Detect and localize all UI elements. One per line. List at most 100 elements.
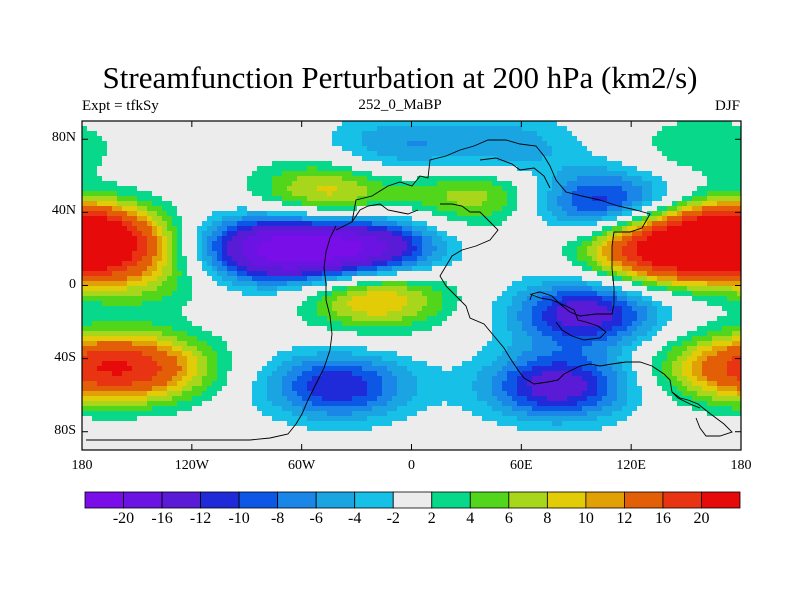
field-cell bbox=[397, 136, 403, 142]
field-cell bbox=[432, 291, 438, 297]
field-cell bbox=[297, 131, 303, 137]
field-cell bbox=[377, 276, 383, 282]
field-cell bbox=[122, 396, 128, 402]
field-cell bbox=[207, 356, 213, 362]
field-cell bbox=[187, 261, 193, 267]
field-cell bbox=[137, 136, 143, 142]
field-cell bbox=[437, 316, 443, 322]
field-cell bbox=[297, 156, 303, 162]
field-cell bbox=[252, 271, 258, 277]
field-cell bbox=[282, 281, 288, 287]
field-cell bbox=[387, 411, 393, 417]
field-cell bbox=[387, 186, 393, 192]
field-cell bbox=[392, 361, 398, 367]
field-cell bbox=[242, 181, 248, 187]
field-cell bbox=[82, 341, 88, 347]
field-cell bbox=[242, 341, 248, 347]
field-cell bbox=[92, 391, 98, 397]
field-cell bbox=[312, 221, 318, 227]
field-cell bbox=[222, 161, 228, 167]
field-cell bbox=[117, 411, 123, 417]
field-cell bbox=[292, 426, 298, 432]
field-cell bbox=[207, 161, 213, 167]
field-cell bbox=[242, 191, 248, 197]
field-cell bbox=[202, 296, 208, 302]
field-cell bbox=[422, 186, 428, 192]
field-cell bbox=[307, 401, 313, 407]
field-cell bbox=[162, 146, 168, 152]
field-cell bbox=[237, 251, 243, 257]
field-cell bbox=[442, 436, 448, 442]
field-cell bbox=[212, 361, 218, 367]
field-cell bbox=[147, 271, 153, 277]
field-cell bbox=[87, 251, 93, 257]
field-cell bbox=[102, 426, 108, 432]
field-cell bbox=[192, 126, 198, 132]
field-cell bbox=[312, 406, 318, 412]
field-cell bbox=[87, 236, 93, 242]
field-cell bbox=[317, 371, 323, 377]
field-cell bbox=[297, 321, 303, 327]
field-cell bbox=[82, 386, 88, 392]
field-cell bbox=[292, 216, 298, 222]
field-cell bbox=[272, 121, 278, 127]
field-cell bbox=[217, 441, 223, 447]
field-cell bbox=[367, 296, 373, 302]
field-cell bbox=[212, 181, 218, 187]
field-cell bbox=[157, 251, 163, 257]
field-cell bbox=[272, 256, 278, 262]
field-cell bbox=[407, 196, 413, 202]
field-cell bbox=[322, 326, 328, 332]
field-cell bbox=[417, 161, 423, 167]
field-cell bbox=[147, 231, 153, 237]
field-cell bbox=[412, 256, 418, 262]
field-cell bbox=[312, 181, 318, 187]
field-cell bbox=[162, 331, 168, 337]
field-cell bbox=[197, 236, 203, 242]
field-cell bbox=[362, 221, 368, 227]
field-cell bbox=[287, 206, 293, 212]
field-cell bbox=[262, 151, 268, 157]
field-cell bbox=[332, 381, 338, 387]
field-cell bbox=[172, 306, 178, 312]
field-cell bbox=[147, 441, 153, 447]
field-cell bbox=[232, 391, 238, 397]
field-cell bbox=[357, 221, 363, 227]
field-cell bbox=[447, 146, 453, 152]
field-cell bbox=[177, 341, 183, 347]
field-cell bbox=[447, 121, 453, 127]
field-cell bbox=[337, 226, 343, 232]
field-cell bbox=[92, 246, 98, 252]
field-cell bbox=[267, 236, 273, 242]
field-cell bbox=[247, 421, 253, 427]
field-cell bbox=[392, 146, 398, 152]
field-cell bbox=[187, 411, 193, 417]
field-cell bbox=[322, 196, 328, 202]
field-cell bbox=[377, 266, 383, 272]
field-cell bbox=[167, 281, 173, 287]
field-cell bbox=[277, 121, 283, 127]
field-cell bbox=[292, 271, 298, 277]
field-cell bbox=[442, 321, 448, 327]
field-cell bbox=[222, 156, 228, 162]
field-cell bbox=[357, 401, 363, 407]
field-cell bbox=[212, 261, 218, 267]
field-cell bbox=[287, 396, 293, 402]
field-cell bbox=[322, 401, 328, 407]
field-cell bbox=[367, 126, 373, 132]
field-cell bbox=[307, 291, 313, 297]
field-cell bbox=[292, 301, 298, 307]
field-cell bbox=[137, 131, 143, 137]
field-cell bbox=[252, 396, 258, 402]
field-cell bbox=[147, 156, 153, 162]
field-cell bbox=[337, 416, 343, 422]
field-cell bbox=[82, 266, 88, 272]
field-cell bbox=[207, 401, 213, 407]
field-cell bbox=[122, 346, 128, 352]
field-cell bbox=[217, 341, 223, 347]
field-cell bbox=[147, 331, 153, 337]
field-cell bbox=[92, 366, 98, 372]
field-cell bbox=[132, 201, 138, 207]
field-cell bbox=[227, 211, 233, 217]
field-cell bbox=[147, 226, 153, 232]
